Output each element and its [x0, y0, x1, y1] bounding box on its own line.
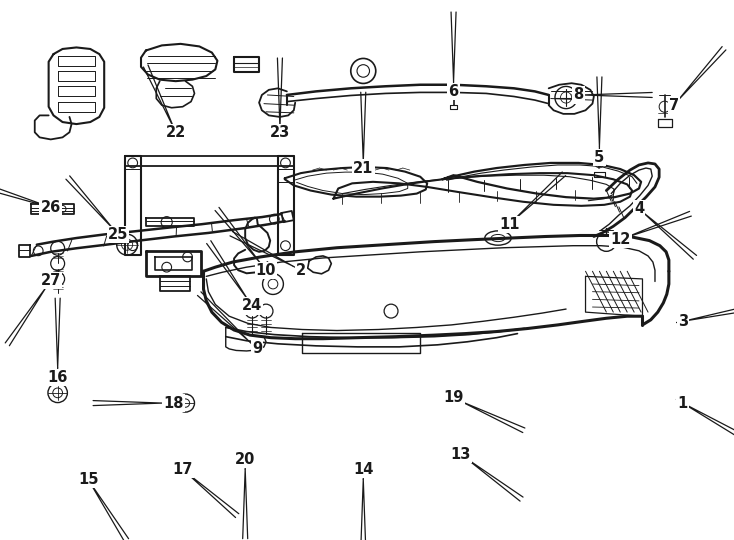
Text: 11: 11 — [499, 217, 520, 232]
Text: 6: 6 — [448, 84, 459, 99]
Text: 20: 20 — [235, 452, 255, 467]
Text: 18: 18 — [164, 396, 184, 410]
Text: 3: 3 — [677, 314, 688, 329]
Text: 13: 13 — [451, 447, 470, 462]
Text: 24: 24 — [242, 299, 262, 314]
Text: 5: 5 — [595, 150, 605, 165]
Text: 19: 19 — [443, 390, 464, 406]
Text: 15: 15 — [78, 472, 98, 487]
Text: 12: 12 — [610, 232, 631, 247]
Text: 21: 21 — [353, 160, 374, 176]
Text: 14: 14 — [353, 462, 374, 477]
Text: 1: 1 — [677, 396, 688, 410]
Text: 7: 7 — [669, 98, 679, 113]
Text: 26: 26 — [40, 200, 61, 215]
Text: 25: 25 — [108, 227, 128, 242]
Text: 2: 2 — [296, 263, 306, 278]
Text: 22: 22 — [166, 125, 186, 140]
Text: 10: 10 — [255, 263, 276, 278]
Text: 16: 16 — [48, 370, 68, 385]
Text: 17: 17 — [172, 462, 193, 477]
Text: 8: 8 — [573, 87, 584, 103]
Text: 9: 9 — [252, 341, 262, 356]
Text: 27: 27 — [40, 273, 61, 288]
Text: 4: 4 — [634, 201, 644, 217]
Text: 23: 23 — [270, 125, 290, 140]
